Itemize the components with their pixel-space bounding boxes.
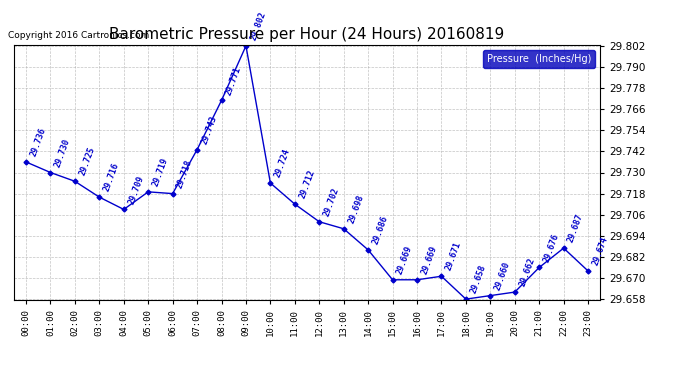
Legend: Pressure  (Inches/Hg): Pressure (Inches/Hg) [483,50,595,68]
Text: 29.669: 29.669 [420,244,439,276]
Text: 29.802: 29.802 [248,10,268,42]
Text: 29.702: 29.702 [322,186,341,218]
Text: 29.712: 29.712 [297,169,316,200]
Title: Barometric Pressure per Hour (24 Hours) 20160819: Barometric Pressure per Hour (24 Hours) … [110,27,504,42]
Text: 29.718: 29.718 [175,158,194,189]
Text: 29.687: 29.687 [566,213,585,244]
Text: 29.674: 29.674 [591,236,609,267]
Text: 29.719: 29.719 [151,156,170,188]
Text: 29.698: 29.698 [346,194,365,225]
Text: 29.743: 29.743 [200,114,219,146]
Text: 29.709: 29.709 [126,174,146,205]
Text: 29.716: 29.716 [102,162,121,193]
Text: 29.771: 29.771 [224,65,243,96]
Text: 29.660: 29.660 [493,260,512,291]
Text: 29.736: 29.736 [29,126,48,158]
Text: 29.658: 29.658 [469,264,487,295]
Text: 29.676: 29.676 [542,232,561,263]
Text: 29.686: 29.686 [371,214,390,246]
Text: 29.725: 29.725 [78,146,97,177]
Text: 29.730: 29.730 [53,137,72,168]
Text: 29.662: 29.662 [518,256,536,288]
Text: Copyright 2016 Cartronics.com: Copyright 2016 Cartronics.com [8,31,149,40]
Text: 29.671: 29.671 [444,241,463,272]
Text: 29.669: 29.669 [395,244,414,276]
Text: 29.724: 29.724 [273,148,292,179]
